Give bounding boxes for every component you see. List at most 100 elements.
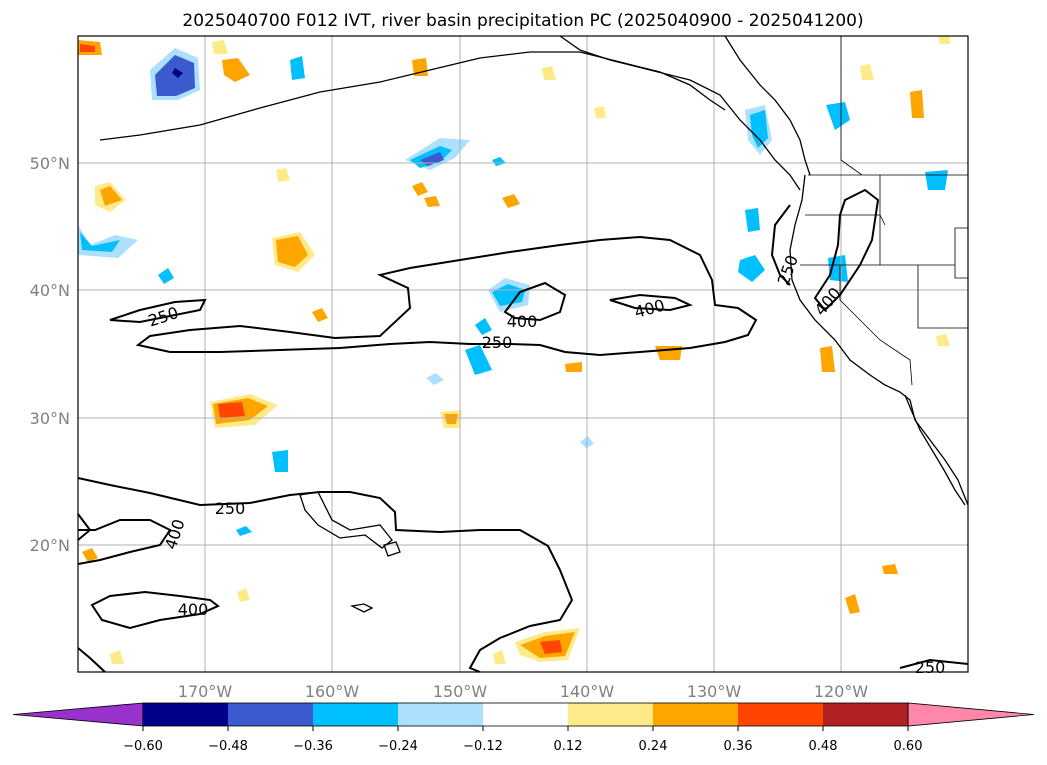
colorbar-bin	[313, 703, 398, 726]
lat-label: 50°N	[30, 154, 70, 173]
neg-anomaly-blob	[826, 102, 850, 130]
gulf-of-alaska-coast	[559, 35, 801, 191]
alaska-canada-border	[840, 36, 863, 176]
contour-label: 250	[482, 333, 513, 352]
neg-anomaly-blob	[745, 208, 760, 232]
bc-coast	[724, 35, 811, 176]
us-west-coast	[789, 174, 969, 506]
island	[349, 603, 374, 613]
ivt-contour-250	[899, 658, 969, 669]
pos-anomaly-blob	[910, 90, 924, 118]
neg-anomaly-blob	[272, 450, 288, 472]
neg-anomaly-blob	[465, 345, 492, 375]
lon-label: 150°W	[433, 682, 488, 701]
lon-label: 140°W	[560, 682, 615, 701]
ivt-contour-250	[109, 298, 207, 324]
colorbar-tick-label: 0.12	[554, 739, 583, 754]
pos-anomaly-blob	[493, 650, 506, 664]
island	[383, 541, 401, 557]
lat-label: 40°N	[30, 281, 70, 300]
pos-anomaly-blob	[938, 36, 950, 44]
colorbar-tick-label: −0.60	[123, 739, 163, 754]
contour-label: 400	[178, 600, 209, 619]
colorbar-tick-label: 0.48	[809, 739, 838, 754]
colorbar-frame	[142, 702, 909, 727]
neg-anomaly-blob	[750, 110, 768, 148]
lat-label: 20°N	[30, 536, 70, 555]
colorbar-tick-label: −0.24	[378, 739, 418, 754]
lat-label: 30°N	[30, 409, 70, 428]
colorbar: −0.60 −0.48 −0.36 −0.24 −0.12 0.12 0.24 0.36 0.4…	[12, 702, 1035, 754]
neg-anomaly-blob	[172, 68, 183, 78]
colorbar-bin	[143, 703, 228, 726]
pos-anomaly-blob	[218, 402, 245, 418]
state-border	[839, 265, 913, 386]
neg-anomaly-blob	[925, 170, 948, 190]
colorbar-extend-high	[907, 702, 1035, 727]
precip-pc-fill	[78, 36, 950, 664]
colorbar-tick-label: −0.48	[208, 739, 248, 754]
pos-anomaly-blob	[882, 564, 898, 574]
ivt-contour-250	[135, 235, 758, 357]
pos-anomaly-blob	[237, 588, 250, 602]
baja-coast	[904, 394, 966, 506]
pos-anomaly-blob	[860, 64, 874, 80]
pos-anomaly-blob	[542, 66, 556, 80]
colorbar-extend-low	[12, 702, 144, 727]
colorbar-bin	[738, 703, 823, 726]
pos-anomaly-blob	[936, 334, 950, 346]
ivt-contour-400	[609, 293, 693, 312]
ivt-contour-250	[770, 204, 791, 286]
political-borders	[800, 36, 969, 386]
alaska-coast	[99, 51, 726, 141]
coastlines	[99, 35, 969, 613]
contour-label: 250	[215, 499, 246, 518]
neg-anomaly-blob	[492, 157, 506, 166]
longitude-labels: 170°W 160°W 150°W 140°W 130°W 120°W	[178, 682, 869, 701]
colorbar-tick-label: 0.60	[894, 739, 923, 754]
map-title: 2025040700 F012 IVT, river basin precipi…	[182, 11, 863, 31]
map-panel: 250 400 250 400 400 250 250 400 400 250	[77, 35, 969, 677]
ivt-contours	[77, 188, 969, 673]
colorbar-bin	[653, 703, 738, 726]
pos-anomaly-blob	[502, 194, 520, 208]
pos-anomaly-blob	[100, 186, 122, 206]
neg-anomaly-blob	[80, 232, 120, 252]
pos-anomaly-blob	[222, 58, 250, 82]
lon-label: 130°W	[687, 682, 742, 701]
lon-label: 120°W	[814, 682, 869, 701]
pos-anomaly-blob	[444, 414, 458, 424]
pos-anomaly-blob	[540, 640, 562, 654]
neg-anomaly-blob	[475, 318, 492, 335]
lon-label: 160°W	[305, 682, 360, 701]
pos-anomaly-blob	[594, 106, 606, 118]
pos-anomaly-blob	[82, 548, 98, 562]
neg-anomaly-blob	[290, 56, 305, 80]
ivt-contour-400	[90, 590, 220, 630]
colorbar-bin	[483, 703, 568, 726]
colorbar-bin	[568, 703, 653, 726]
map-frame	[77, 35, 969, 673]
latitude-labels: 50°N 40°N 30°N 20°N	[30, 154, 70, 555]
pos-anomaly-blob	[424, 196, 440, 207]
pos-anomaly-blob	[412, 182, 428, 196]
ivt-contour-250	[813, 188, 880, 312]
ivt-contour-400	[503, 281, 567, 322]
colorbar-tick-label: −0.12	[463, 739, 503, 754]
colorbar-tick-label: 0.36	[724, 739, 753, 754]
pos-anomaly-blob	[80, 44, 95, 52]
colorbar-tick-label: 0.24	[639, 739, 668, 754]
ivt-contour-250	[77, 647, 106, 673]
pos-anomaly-blob	[820, 346, 835, 372]
pos-anomaly-blob	[276, 236, 308, 267]
colorbar-bin	[228, 703, 313, 726]
state-border	[917, 265, 968, 329]
pos-anomaly-blob	[845, 594, 860, 614]
contour-label: 250	[915, 658, 946, 677]
ivt-contour-400	[77, 519, 172, 565]
neg-anomaly-blob	[426, 373, 444, 385]
colorbar-bin	[823, 703, 908, 726]
pos-anomaly-blob	[565, 362, 582, 372]
contour-label: 400	[507, 312, 538, 331]
